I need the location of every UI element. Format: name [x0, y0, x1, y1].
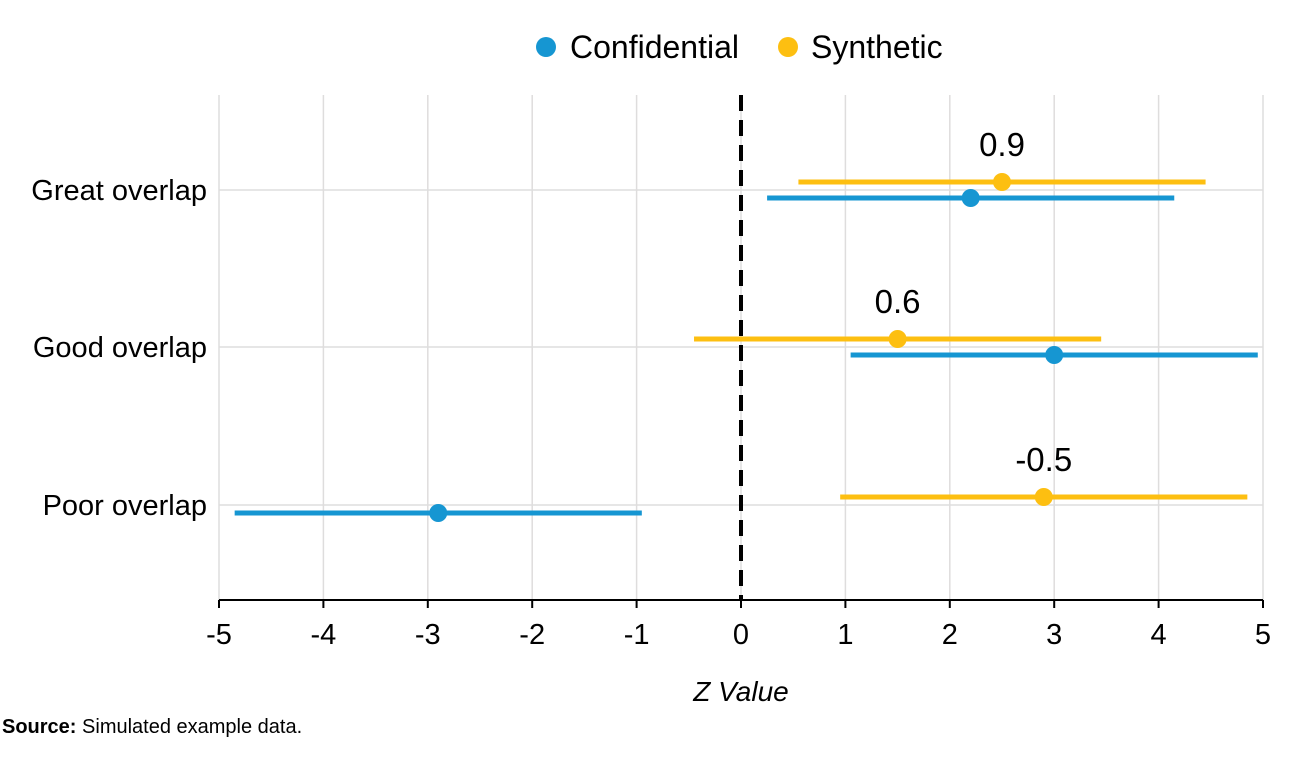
x-axis: -5 -4 -3 -2 -1 0 1 2 3 4 5: [206, 599, 1271, 651]
x-tick-label: 4: [1151, 619, 1167, 651]
x-tick-label: 5: [1255, 619, 1271, 651]
plot-marks: 0.9 0.6 -0.5: [234, 126, 1258, 522]
x-tick-label: 3: [1046, 619, 1062, 651]
x-axis-title: Z Value: [692, 676, 788, 707]
source-note: Source: Simulated example data.: [2, 716, 302, 739]
point-confidential: [961, 189, 980, 207]
x-tick-label: -2: [519, 619, 545, 651]
source-text: Simulated example data.: [82, 716, 303, 738]
overlap-value-label: 0.9: [979, 126, 1025, 163]
x-tick-label: -1: [624, 619, 650, 651]
legend-swatch-confidential: [536, 37, 556, 57]
point-synthetic: [1034, 488, 1053, 506]
legend-label-confidential: Confidential: [570, 29, 739, 65]
x-tick-label: -3: [415, 619, 441, 651]
point-synthetic: [888, 330, 907, 348]
legend-swatch-synthetic: [778, 37, 798, 57]
point-confidential: [429, 504, 448, 522]
category-label: Poor overlap: [43, 490, 207, 522]
point-confidential: [1045, 346, 1064, 364]
x-tick-label: 2: [942, 619, 958, 651]
x-tick-label: 1: [837, 619, 853, 651]
category-labels: Great overlap Good overlap Poor overlap: [31, 175, 207, 522]
overlap-value-label: -0.5: [1015, 441, 1072, 478]
x-tick-label: -4: [311, 619, 337, 651]
x-tick-label: -5: [206, 619, 232, 651]
legend: Confidential Synthetic: [536, 29, 943, 65]
source-label: Source:: [2, 716, 77, 738]
point-synthetic: [993, 173, 1011, 191]
x-tick-label: 0: [733, 619, 749, 651]
category-label: Good overlap: [33, 332, 207, 364]
legend-label-synthetic: Synthetic: [811, 29, 943, 65]
category-label: Great overlap: [31, 175, 207, 207]
overlap-value-label: 0.6: [875, 283, 921, 320]
